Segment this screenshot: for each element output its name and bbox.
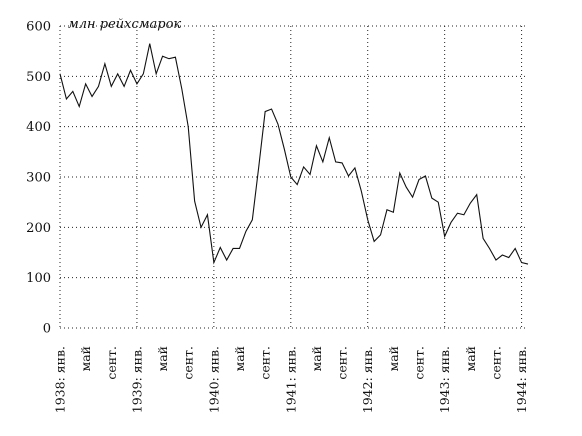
x-tick-label: май [155, 346, 170, 372]
series-line [59, 43, 529, 265]
y-tick-label: 600 [26, 20, 51, 35]
x-tick-label: 1938: янв. [53, 346, 68, 413]
x-tick-label: сент. [335, 346, 350, 380]
y-tick-label: 100 [26, 271, 51, 286]
y-tick-label: 200 [26, 221, 51, 236]
x-tick-label: сент. [181, 346, 196, 380]
x-tick-label: 1942: янв. [360, 346, 375, 413]
x-tick-label: 1940: янв. [206, 346, 221, 413]
x-tick-label: сент. [488, 346, 503, 380]
x-tick-label: май [78, 346, 93, 372]
y-tick-labels: 0 100 200 300 400 500 600 [26, 20, 51, 337]
x-tick-label: май [463, 346, 478, 372]
y-tick-label: 300 [26, 171, 51, 186]
x-tick-label: сент. [258, 346, 273, 380]
x-tick-label: май [232, 346, 247, 372]
x-tick-label: сент. [104, 346, 119, 380]
y-tick-label: 400 [26, 120, 51, 135]
x-tick-label: май [386, 346, 401, 372]
y-tick-label: 500 [26, 70, 51, 85]
x-tick-label: 1944: янв. [514, 346, 529, 413]
x-tick-label: 1939: янв. [129, 346, 144, 413]
x-tick-label: сент. [412, 346, 427, 380]
y-tick-label: 0 [43, 322, 51, 337]
x-tick-labels: 1938: янв. май сент. 1939: янв. май сент. 1940… [53, 346, 530, 413]
x-tick-label: 1941: янв. [283, 346, 298, 413]
y-axis-unit-label: млн рейхсмарок [68, 17, 181, 32]
x-tick-label: май [309, 346, 324, 372]
x-tick-label: 1943: янв. [437, 346, 452, 413]
